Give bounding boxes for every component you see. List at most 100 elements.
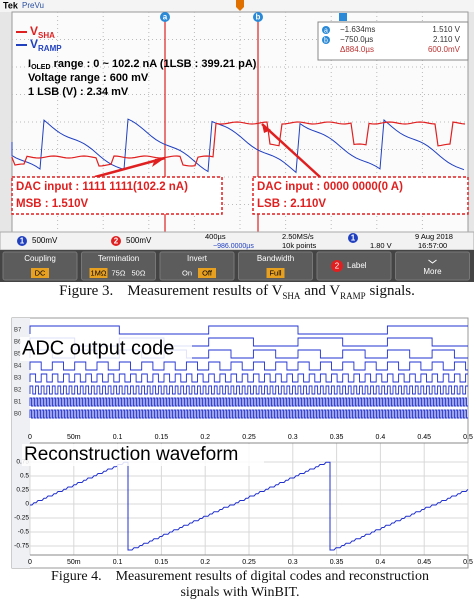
note-subscript: OLED [31, 64, 50, 71]
reconstruction-trace [30, 461, 469, 551]
menu-label: Label [347, 261, 367, 270]
callout-text: DAC input : 1111 1111(102.2 nA) [16, 181, 188, 193]
menu-option: Full [269, 268, 281, 277]
menu-button[interactable] [238, 251, 313, 281]
readout-delta-volt: 600.0mV [428, 45, 461, 54]
legend-symbol: V [30, 37, 38, 51]
bit-label: B5 [14, 352, 22, 358]
menu-chevron [428, 259, 437, 264]
trigger-level: 1.80 V [370, 241, 392, 250]
record: 10k points [282, 241, 316, 250]
caption-number: Figure 4. [51, 569, 102, 584]
time-label: 0.15 [155, 559, 169, 566]
time-label: 0.35 [330, 434, 344, 441]
note: 1 LSB (V) : 2.34 mV [28, 86, 129, 98]
menu-label: More [423, 267, 442, 276]
legend-subscript: SHA [38, 31, 55, 40]
time-label: 50m [67, 434, 81, 441]
legend-subscript: RAMP [38, 44, 62, 53]
menu-option: Off [202, 268, 213, 277]
menu-badge [331, 260, 343, 272]
sample-rate: 2.50MS/s [282, 232, 314, 241]
callout-text: MSB : 1.510V [16, 198, 89, 210]
menu-button[interactable] [316, 251, 392, 281]
menu-option: 50Ω [132, 268, 146, 277]
time: 16:57:00 [418, 241, 447, 250]
brand: Tek [3, 0, 19, 10]
callout-arrow [261, 123, 321, 178]
time-label: 0 [28, 434, 32, 441]
cursor-badge [160, 12, 170, 22]
channel-scale: 500mV [32, 236, 58, 245]
waveform-ramp [11, 118, 465, 174]
readout-box [317, 21, 469, 61]
readout-delta-time: Δ884.0µs [340, 45, 374, 54]
date: 9 Aug 2018 [415, 232, 453, 241]
title-bg [20, 337, 192, 361]
bit-label: B7 [14, 328, 22, 334]
time-label: 0.25 [242, 434, 256, 441]
title-bg [22, 444, 264, 466]
time-label: 0.15 [155, 434, 169, 441]
time-label: 0.5 [463, 559, 473, 566]
time-label: 0 [28, 559, 32, 566]
note: IOLED range : 0 ~ 102.2 nA (1LSB : 399.2… [28, 58, 257, 71]
menu-button[interactable] [395, 251, 470, 281]
cursor-badge [253, 12, 263, 22]
bit-trace [29, 373, 468, 383]
time-label: 0.2 [200, 559, 210, 566]
time-label: 0.1 [113, 434, 123, 441]
amplitude-label: -0.75 [14, 543, 29, 550]
time-label: 0.4 [376, 559, 386, 566]
channel-scale: 500mV [126, 236, 152, 245]
time-label: 0.4 [376, 434, 386, 441]
bit-trace [29, 325, 468, 335]
caption-number: Figure 3. [59, 283, 114, 299]
time-label: 0.3 [288, 559, 298, 566]
figure4-caption: Figure 4. Measurement results of digital … [30, 569, 450, 601]
time-label: 50m [67, 559, 81, 566]
readout-marker: b [324, 37, 328, 44]
amplitude-label: 0.5 [20, 473, 29, 480]
bit-trace [29, 361, 468, 371]
waveform-sha [11, 121, 466, 167]
time-label: 0.35 [330, 559, 344, 566]
bit-label: B4 [14, 364, 22, 370]
callout-arrowhead [152, 158, 165, 167]
menu-label: Bandwidth [257, 254, 294, 263]
caption-text: Measurement results of V [127, 283, 283, 299]
caption-text: and V [300, 283, 341, 299]
amplitude-label: -0.5 [18, 529, 30, 536]
time-label: 0.45 [417, 434, 431, 441]
channel-number: 1 [351, 234, 356, 243]
time-label: 0.2 [200, 434, 210, 441]
bit-label: B6 [14, 340, 22, 346]
timebase: 400µs [205, 232, 226, 241]
panel-title: ADC output code [22, 337, 174, 359]
menu-label: Invert [187, 254, 208, 263]
caption-text: signals. [365, 283, 415, 299]
menu-label: Termination [98, 254, 139, 263]
amplitude-label: -0.25 [14, 515, 29, 522]
bit-trace [29, 409, 468, 419]
menu-option: On [182, 268, 192, 277]
bit-trace [29, 397, 468, 407]
time-label: 0.3 [288, 434, 298, 441]
legend-entry: VRAMP [30, 37, 62, 53]
note-text: range : 0 ~ 102.2 nA (1LSB : 399.21 pA) [51, 58, 257, 70]
readout-marker: a [324, 27, 328, 34]
figure3-caption: Figure 3. Measurement results of VSHA and… [0, 283, 474, 301]
menu-option-selected [31, 268, 49, 278]
readout-volt: 2.110 V [433, 35, 461, 44]
readout-badge [322, 26, 330, 34]
readout-time: −1.634ms [340, 25, 375, 34]
cursor-marker: a [163, 13, 168, 22]
channel-badge [111, 236, 121, 246]
time-label: 0.45 [417, 559, 431, 566]
menu-label: Coupling [24, 254, 56, 263]
trigger-marker [236, 0, 244, 11]
callout-box [252, 176, 469, 215]
menu-button[interactable] [2, 251, 78, 281]
